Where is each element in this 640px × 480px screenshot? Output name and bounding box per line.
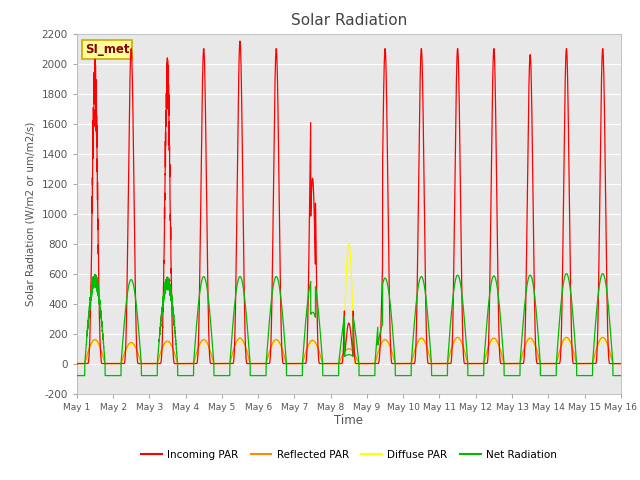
X-axis label: Time: Time (334, 414, 364, 427)
Legend: Incoming PAR, Reflected PAR, Diffuse PAR, Net Radiation: Incoming PAR, Reflected PAR, Diffuse PAR… (136, 445, 561, 464)
Text: SI_met: SI_met (85, 43, 129, 56)
Y-axis label: Solar Radiation (W/m2 or um/m2/s): Solar Radiation (W/m2 or um/m2/s) (26, 121, 36, 306)
Title: Solar Radiation: Solar Radiation (291, 13, 407, 28)
